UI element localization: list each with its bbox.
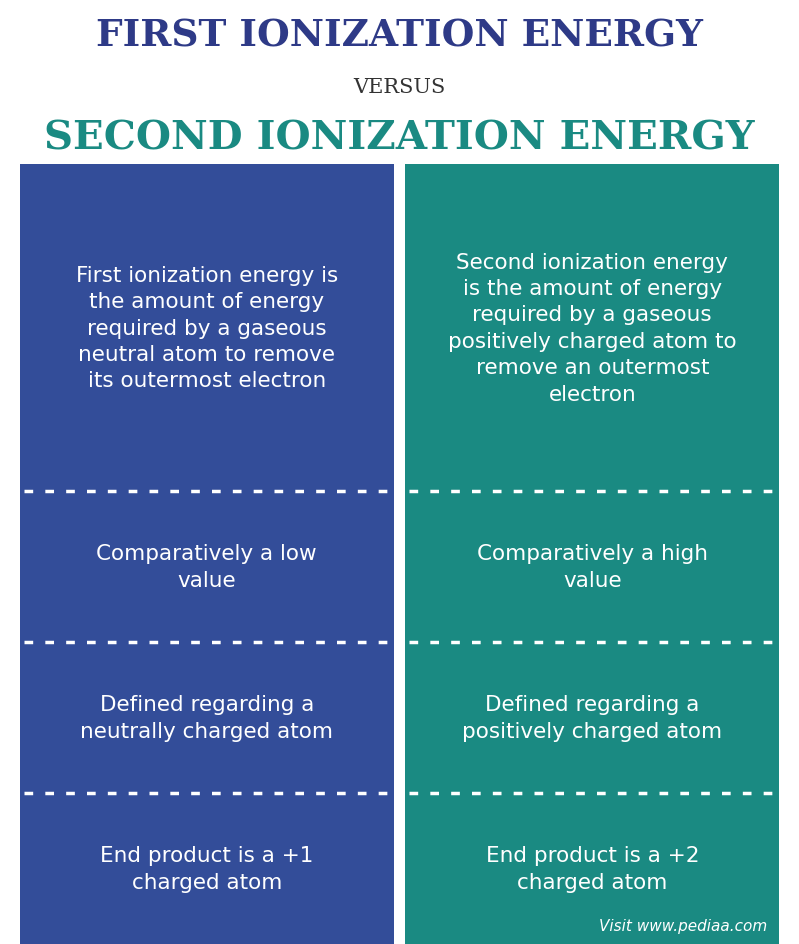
Text: VERSUS: VERSUS [353, 78, 446, 97]
Text: Second ionization energy
is the amount of energy
required by a gaseous
positivel: Second ionization energy is the amount o… [448, 252, 737, 404]
Bar [405, 165, 779, 492]
Bar [405, 793, 779, 944]
Bar [405, 492, 779, 642]
Bar [393, 165, 405, 944]
Text: SECOND IONIZATION ENERGY: SECOND IONIZATION ENERGY [44, 120, 755, 158]
Text: Visit www.pediaa.com: Visit www.pediaa.com [598, 918, 767, 933]
Text: Comparatively a high
value: Comparatively a high value [477, 544, 708, 590]
Bar [20, 492, 393, 642]
Text: Defined regarding a
neutrally charged atom: Defined regarding a neutrally charged at… [80, 695, 333, 741]
Text: Defined regarding a
positively charged atom: Defined regarding a positively charged a… [462, 695, 722, 741]
Text: FIRST IONIZATION ENERGY: FIRST IONIZATION ENERGY [96, 18, 703, 55]
Text: End product is a +2
charged atom: End product is a +2 charged atom [486, 846, 699, 892]
Bar [20, 165, 393, 492]
Bar [405, 642, 779, 793]
Text: Comparatively a low
value: Comparatively a low value [97, 544, 317, 590]
Text: End product is a +1
charged atom: End product is a +1 charged atom [100, 846, 313, 892]
Bar [20, 642, 393, 793]
Bar [20, 793, 393, 944]
Text: First ionization energy is
the amount of energy
required by a gaseous
neutral at: First ionization energy is the amount of… [76, 265, 338, 391]
